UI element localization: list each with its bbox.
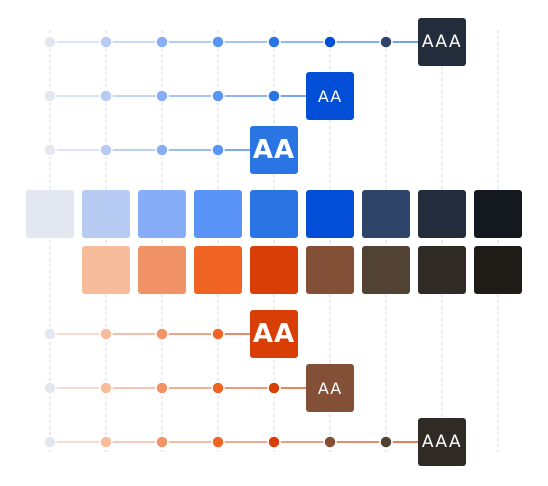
- blue-swatch-5: [250, 190, 298, 238]
- blue-row-1-dot-1: [43, 35, 57, 49]
- orange-swatch-3: [194, 246, 242, 294]
- orange-row-3-dot-5: [267, 435, 281, 449]
- orange-row-2-dot-2: [99, 381, 113, 395]
- blue-swatch-6: [306, 190, 354, 238]
- blue-row-1-dot-5: [267, 35, 281, 49]
- blue-row-1-badge: AAA: [418, 18, 466, 66]
- blue-row-3-dot-1: [43, 143, 57, 157]
- blue-row-2-badge: AA: [306, 72, 354, 120]
- blue-swatch-4: [194, 190, 242, 238]
- orange-swatch-4: [250, 246, 298, 294]
- orange-row-3-dot-7: [379, 435, 393, 449]
- blue-swatch-1: [26, 190, 74, 238]
- blue-row-1-dot-4: [211, 35, 225, 49]
- orange-swatch-6: [362, 246, 410, 294]
- blue-swatch-8: [418, 190, 466, 238]
- orange-swatch-7: [418, 246, 466, 294]
- orange-row-1-dot-3: [155, 327, 169, 341]
- orange-row-1-badge: AA: [250, 310, 298, 358]
- blue-swatch-3: [138, 190, 186, 238]
- blue-swatch-2: [82, 190, 130, 238]
- orange-swatch-2: [138, 246, 186, 294]
- blue-swatch-9: [474, 190, 522, 238]
- orange-row-1-dot-1: [43, 327, 57, 341]
- orange-row-1-dot-2: [99, 327, 113, 341]
- orange-row-2-dot-5: [267, 381, 281, 395]
- blue-row-2-dot-1: [43, 89, 57, 103]
- blue-swatch-7: [362, 190, 410, 238]
- orange-row-3-dot-6: [323, 435, 337, 449]
- orange-row-3-dot-1: [43, 435, 57, 449]
- blue-row-3-dot-3: [155, 143, 169, 157]
- orange-row-1-dot-4: [211, 327, 225, 341]
- blue-row-1-dot-2: [99, 35, 113, 49]
- orange-row-3-dot-2: [99, 435, 113, 449]
- orange-row-3-badge: AAA: [418, 418, 466, 466]
- orange-row-2-badge: AA: [306, 364, 354, 412]
- orange-row-3-dot-3: [155, 435, 169, 449]
- blue-row-3-dot-2: [99, 143, 113, 157]
- orange-row-3-dot-4: [211, 435, 225, 449]
- orange-row-2-dot-1: [43, 381, 57, 395]
- orange-swatch-5: [306, 246, 354, 294]
- orange-row-2-dot-4: [211, 381, 225, 395]
- orange-row-2-dot-3: [155, 381, 169, 395]
- blue-row-2-dot-3: [155, 89, 169, 103]
- blue-row-1-dot-3: [155, 35, 169, 49]
- blue-row-1-dot-6: [323, 35, 337, 49]
- blue-row-2-dot-5: [267, 89, 281, 103]
- orange-swatch-8: [474, 246, 522, 294]
- blue-row-2-dot-2: [99, 89, 113, 103]
- blue-row-3-badge: AA: [250, 126, 298, 174]
- orange-swatch-1: [82, 246, 130, 294]
- blue-row-1-dot-7: [379, 35, 393, 49]
- blue-row-3-dot-4: [211, 143, 225, 157]
- blue-row-2-dot-4: [211, 89, 225, 103]
